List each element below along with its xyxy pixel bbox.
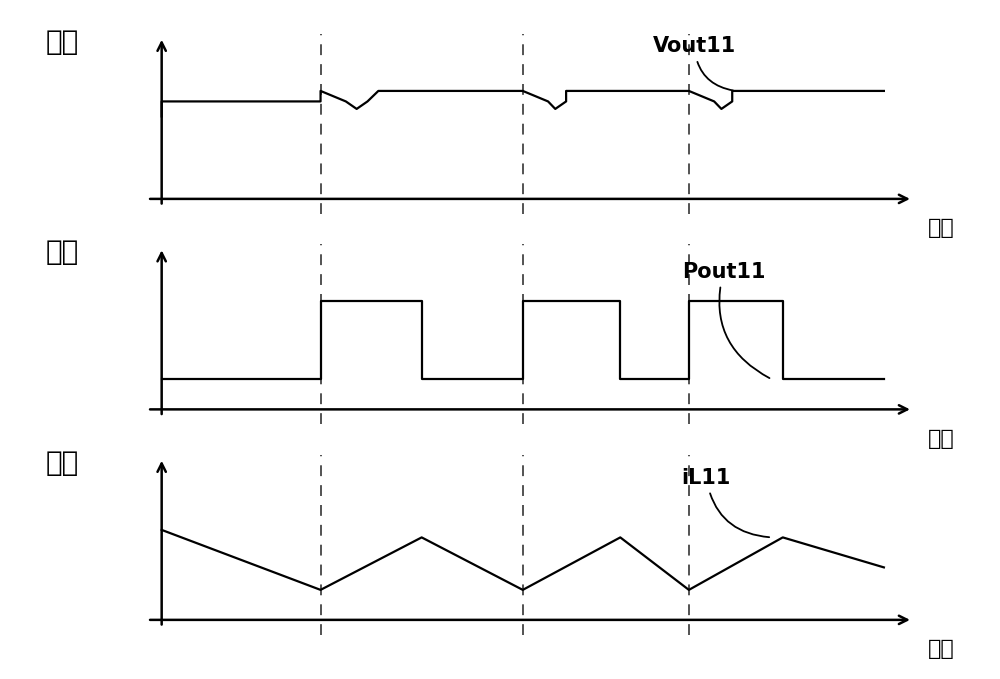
Text: 时间: 时间 [928,218,955,238]
Text: Vout11: Vout11 [653,37,736,90]
Text: 电压: 电压 [45,238,79,266]
Text: Pout11: Pout11 [682,262,769,378]
Text: 时间: 时间 [928,428,955,449]
Text: 电压: 电压 [45,28,79,56]
Text: 时间: 时间 [928,639,955,659]
Text: iL11: iL11 [682,468,769,537]
Text: 电流: 电流 [45,449,79,477]
